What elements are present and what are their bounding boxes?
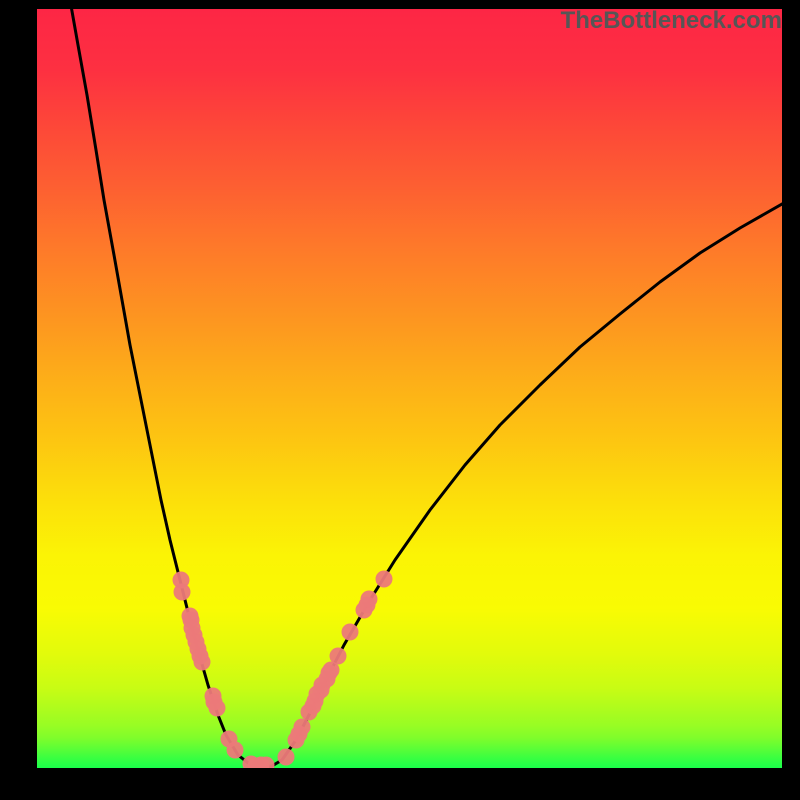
scatter-point	[376, 571, 393, 588]
scatter-point	[194, 654, 211, 671]
scatter-point	[294, 719, 311, 736]
scatter-point	[209, 700, 226, 717]
chart-svg	[0, 0, 800, 800]
scatter-point	[227, 742, 244, 759]
scatter-point	[361, 591, 378, 608]
scatter-point	[330, 648, 347, 665]
chart-frame: TheBottleneck.com	[0, 0, 800, 800]
scatter-point	[174, 584, 191, 601]
plot-area	[37, 9, 782, 768]
scatter-point	[278, 749, 295, 766]
watermark-text: TheBottleneck.com	[561, 7, 782, 35]
scatter-point	[342, 624, 359, 641]
